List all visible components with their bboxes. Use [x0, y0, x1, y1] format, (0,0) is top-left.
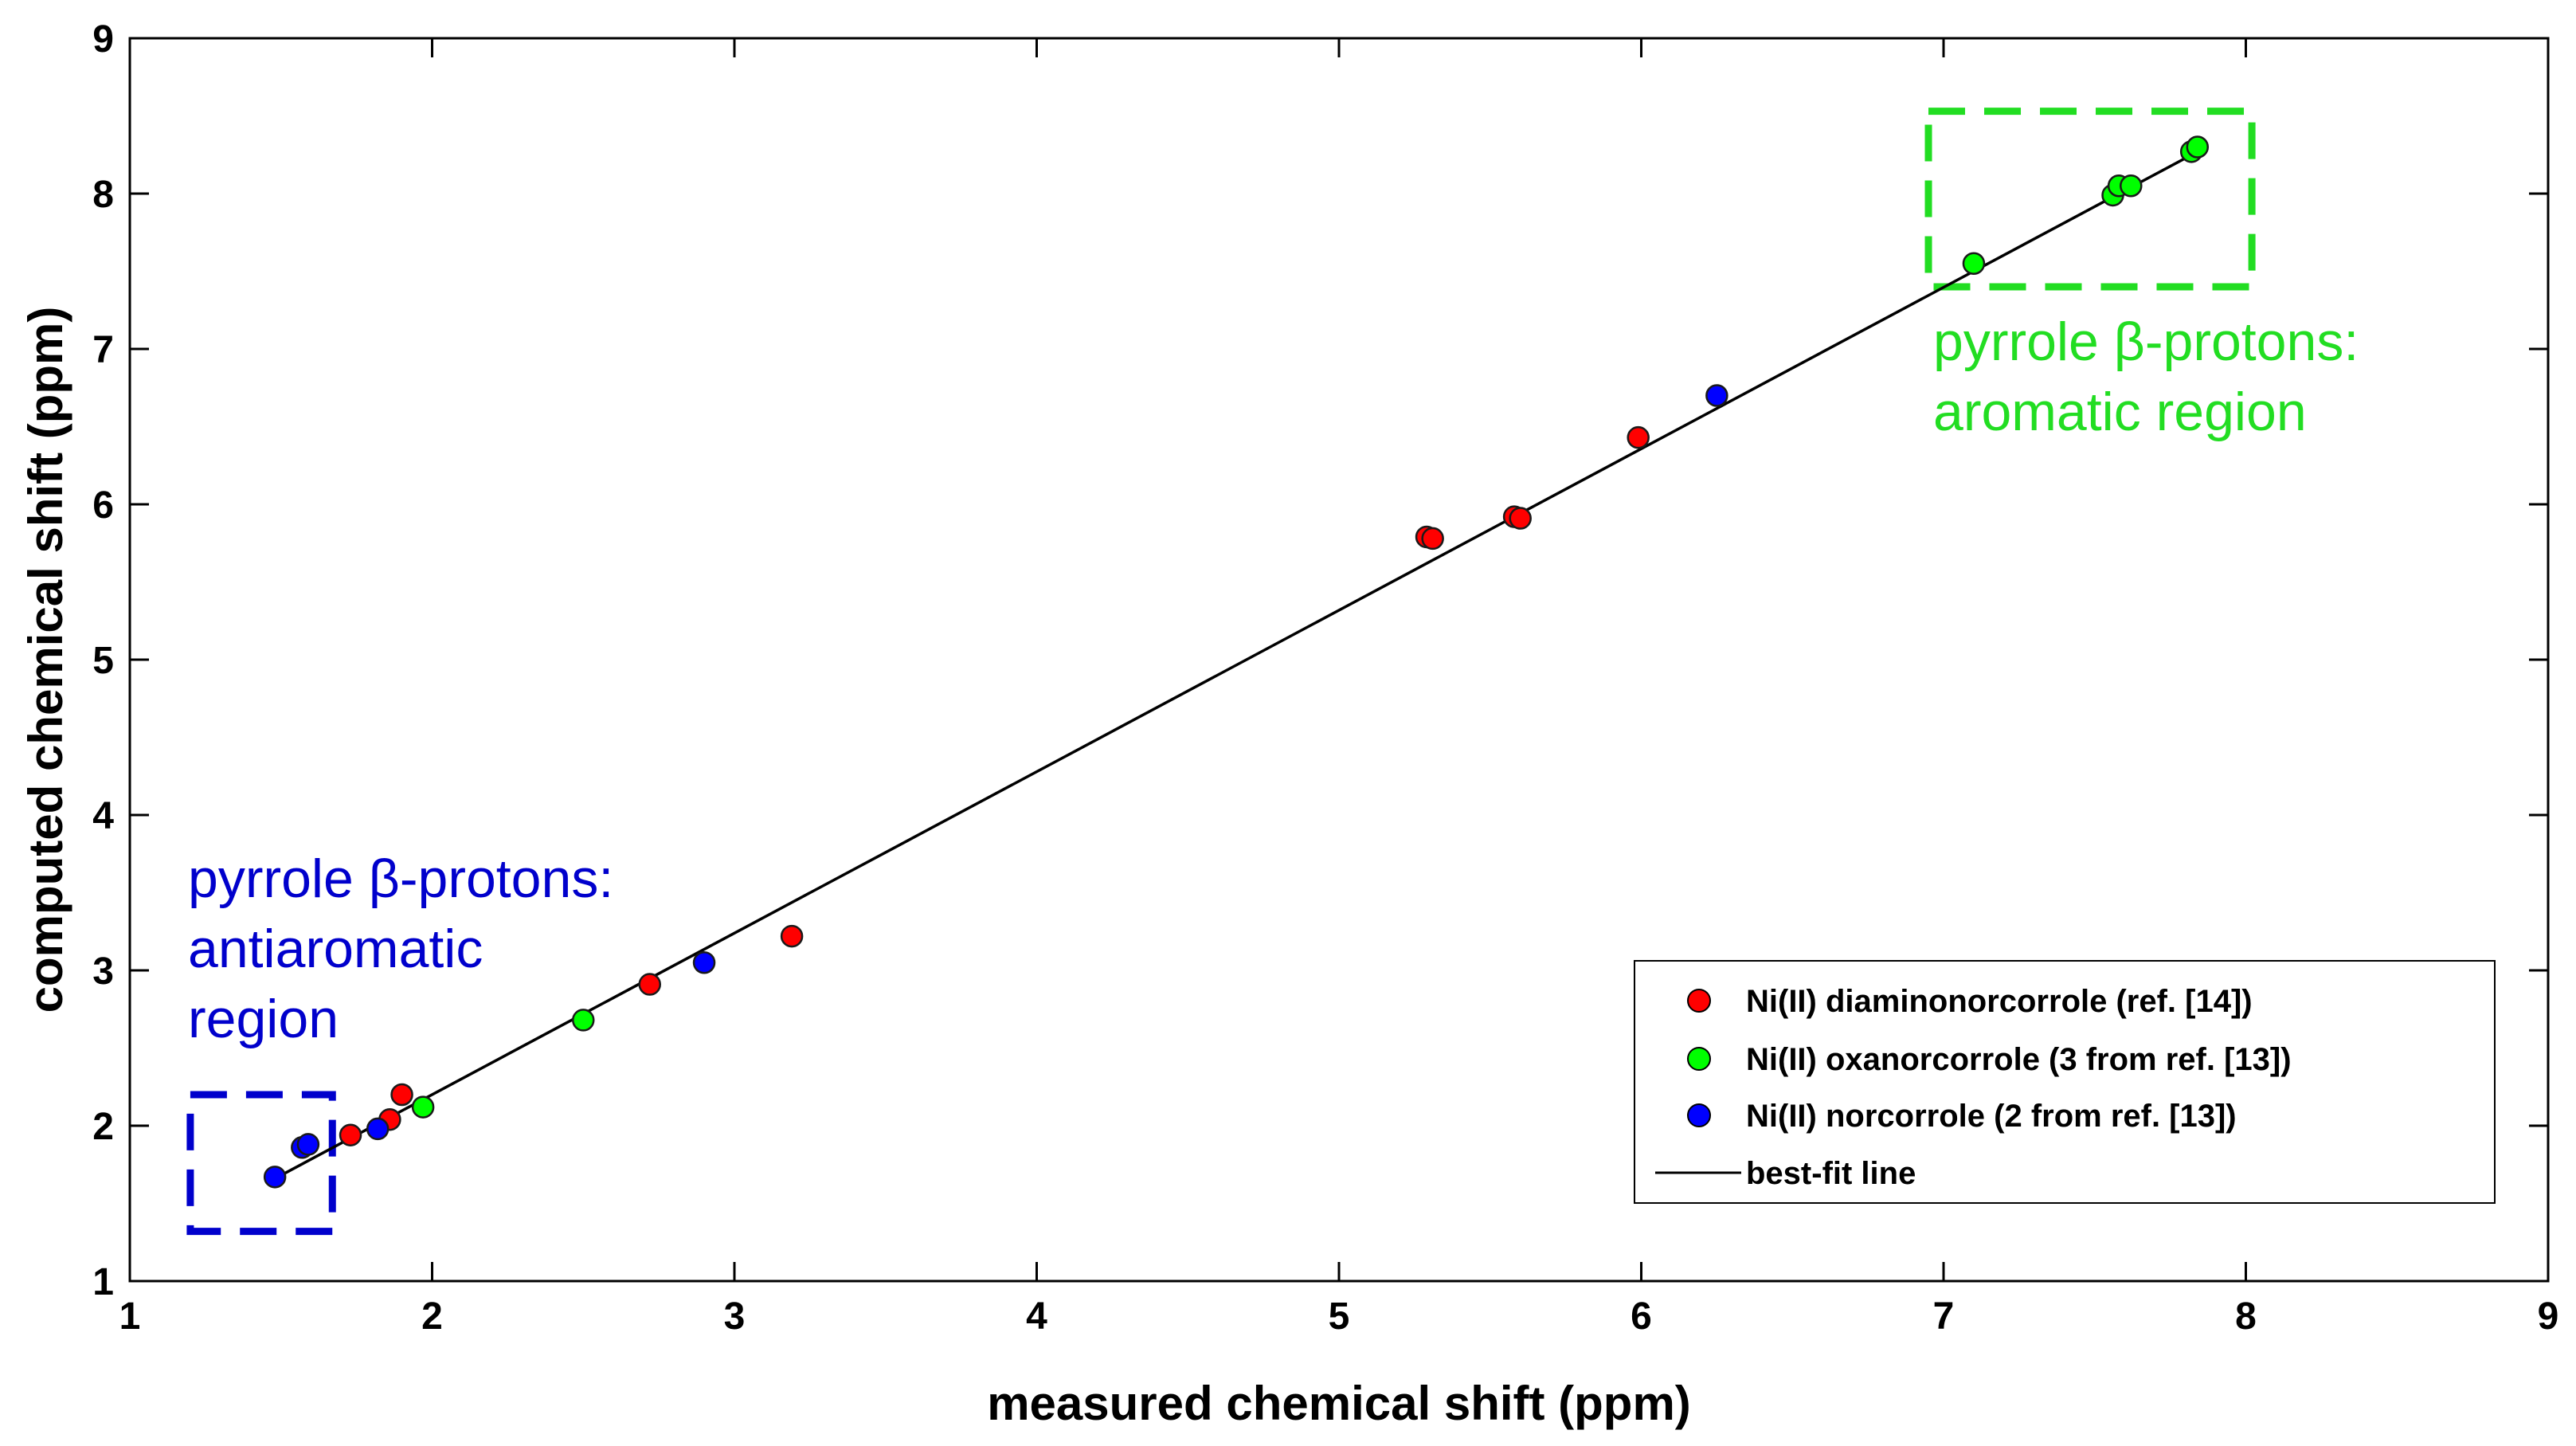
y-tick-label: 6 — [92, 484, 114, 527]
y-tick-label: 5 — [92, 640, 114, 682]
diaminonorcorrole-point — [390, 1083, 413, 1107]
diaminonorcorrole-point — [1421, 527, 1444, 551]
oxanorcorrole-point — [2120, 174, 2143, 198]
x-tick-label: 7 — [1933, 1295, 1955, 1338]
data-points — [263, 135, 2210, 1189]
legend: Ni(II) diaminonorcorrole (ref. [14]) Ni(… — [1634, 960, 2496, 1204]
norcorrole-point — [263, 1166, 287, 1189]
antiaromatic-annotation-line-3: region — [188, 989, 339, 1049]
norcorrole-point — [692, 951, 716, 974]
y-tick-label: 4 — [92, 795, 114, 837]
aromatic-annotation-line-1: pyrrole β-protons: — [1933, 312, 2359, 372]
antiaromatic-annotation-line-2: antiaromatic — [188, 919, 483, 979]
legend-box — [1634, 960, 2496, 1204]
oxanorcorrole-point — [411, 1095, 435, 1119]
plot-frame — [128, 37, 2550, 1283]
x-tick-label: 9 — [2538, 1295, 2559, 1338]
diaminonorcorrole-point — [638, 973, 661, 996]
x-tick-label: 8 — [2235, 1295, 2257, 1338]
legend-marker-oxanorcorrole — [1687, 1047, 1711, 1071]
legend-marker-diaminonorcorrole — [1687, 989, 1711, 1013]
x-axis-label: measured chemical shift (ppm) — [987, 1377, 1691, 1430]
x-tick-label: 4 — [1026, 1295, 1047, 1338]
oxanorcorrole-point — [2186, 135, 2210, 159]
y-tick-label: 8 — [92, 174, 114, 216]
aromatic-region-box — [1924, 108, 2256, 291]
legend-label-oxanorcorrole: Ni(II) oxanorcorrole (3 from ref. [13]) — [1746, 1042, 2292, 1077]
annotation-boxes — [186, 108, 2256, 1236]
x-tick-label: 6 — [1631, 1295, 1652, 1338]
y-tick-label: 3 — [92, 950, 114, 993]
legend-label-best-fit-line: best-fit line — [1746, 1156, 1916, 1191]
y-axis-label: computed chemical shift (ppm) — [19, 307, 72, 1013]
diaminonorcorrole-point — [780, 924, 804, 948]
antiaromatic-region-annotation: pyrrole β-protons: antiaromatic region — [188, 848, 613, 1049]
x-tick-label: 3 — [724, 1295, 746, 1338]
antiaromatic-region-box — [186, 1091, 336, 1236]
best-fit-line — [274, 148, 2202, 1180]
axis-ticks: 1 2 3 4 5 6 7 8 9 1 2 3 4 5 6 7 8 9 — [92, 18, 2558, 1338]
norcorrole-point — [296, 1133, 320, 1156]
oxanorcorrole-point — [572, 1009, 595, 1032]
x-tick-label: 2 — [421, 1295, 443, 1338]
y-tick-label: 2 — [92, 1106, 114, 1148]
y-tick-label: 7 — [92, 329, 114, 371]
legend-label-norcorrole: Ni(II) norcorrole (2 from ref. [13]) — [1746, 1099, 2237, 1134]
aromatic-annotation-line-2: aromatic region — [1933, 382, 2307, 442]
x-tick-label: 1 — [119, 1295, 141, 1338]
antiaromatic-annotation-line-1: pyrrole β-protons: — [188, 848, 613, 909]
legend-label-diaminonorcorrole: Ni(II) diaminonorcorrole (ref. [14]) — [1746, 984, 2253, 1019]
norcorrole-point — [1705, 384, 1728, 407]
best-fit-layer — [274, 148, 2202, 1180]
aromatic-region-annotation: pyrrole β-protons: aromatic region — [1933, 312, 2359, 442]
norcorrole-point — [366, 1117, 390, 1141]
y-tick-label: 1 — [92, 1261, 114, 1303]
y-tick-label: 9 — [92, 18, 114, 61]
diaminonorcorrole-point — [1509, 507, 1532, 530]
x-tick-label: 5 — [1329, 1295, 1350, 1338]
diaminonorcorrole-point — [1627, 425, 1650, 449]
oxanorcorrole-point — [1962, 252, 1986, 275]
legend-marker-norcorrole — [1687, 1103, 1711, 1127]
diaminonorcorrole-point — [339, 1123, 362, 1146]
